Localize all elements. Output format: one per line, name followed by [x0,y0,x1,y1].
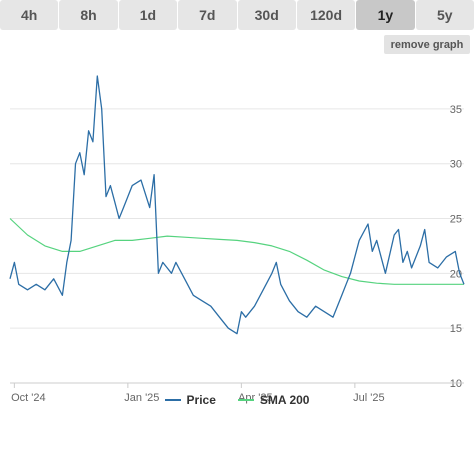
legend-price[interactable]: Price [164,393,216,407]
x-tick-label: Jan '25 [124,392,159,404]
y-tick-label: 35 [450,104,462,116]
x-tick-label: Apr '25 [238,392,273,404]
sma-200-series-line [9,218,464,285]
chart-legend: Price SMA 200 [0,393,474,407]
tab-30d[interactable]: 30d [237,0,296,30]
tab-4h[interactable]: 4h [0,0,59,30]
y-tick-label: 15 [450,323,462,335]
x-tick-label: Jul '25 [353,392,384,404]
time-range-tabs: 4h 8h 1d 7d 30d 120d 1y 5y [0,0,474,30]
remove-graph-button[interactable]: remove graph [384,35,470,54]
tab-1d[interactable]: 1d [118,0,178,30]
legend-sma-swatch [237,399,254,401]
tab-7d[interactable]: 7d [178,0,237,30]
legend-sma-label: SMA 200 [259,393,310,407]
x-tick-label: Oct '24 [11,392,46,404]
tab-5y[interactable]: 5y [415,0,474,30]
legend-price-swatch [164,399,181,401]
y-tick-label: 25 [450,214,462,226]
tab-1y[interactable]: 1y [356,0,415,30]
legend-sma[interactable]: SMA 200 [237,393,310,407]
legend-price-label: Price [186,393,216,407]
tab-120d[interactable]: 120d [296,0,356,30]
price-series-line [9,75,465,335]
tab-8h[interactable]: 8h [59,0,118,30]
y-tick-label: 30 [450,159,462,171]
y-tick-label: 10 [450,378,462,390]
